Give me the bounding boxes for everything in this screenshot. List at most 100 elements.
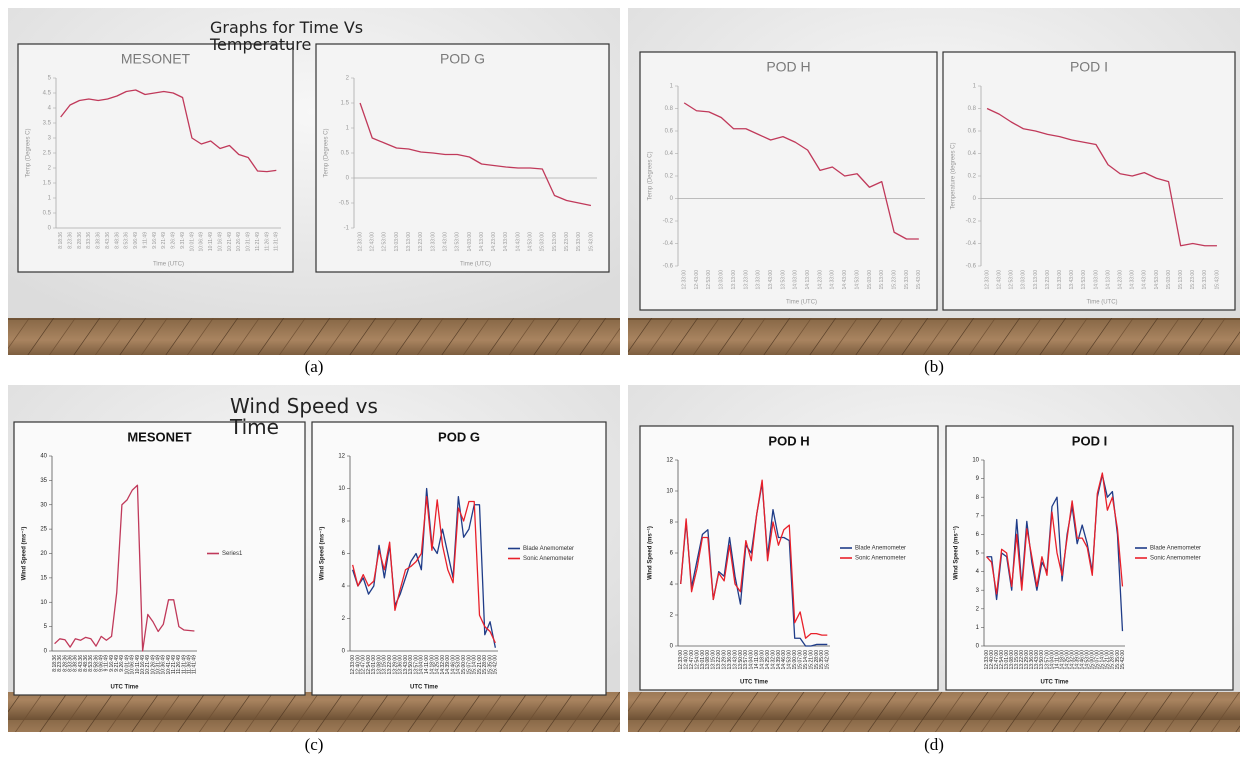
slide-floor: [8, 692, 620, 732]
chart: MESONET00.511.522.533.544.558:18:368:23:…: [18, 44, 293, 272]
chart-title: POD I: [1070, 59, 1108, 75]
x-tick-label: 11:31:49: [274, 232, 280, 251]
chart: POD H02468101212:33:0012:40:0012:47:0012…: [640, 426, 938, 690]
x-axis-label: UTC Time: [111, 685, 140, 691]
y-tick-label: 12: [666, 458, 673, 464]
x-tick-label: 14:03:00: [467, 232, 473, 252]
x-tick-label: 13:43:00: [1069, 270, 1075, 290]
y-tick-label: 40: [40, 454, 47, 460]
x-tick-label: 13:43:00: [442, 232, 448, 252]
x-tick-label: 14:13:00: [479, 232, 485, 252]
x-tick-label: 13:33:00: [430, 232, 436, 252]
x-tick-label: 14:33:00: [830, 270, 836, 290]
x-tick-label: 15:42:00: [825, 650, 831, 670]
x-axis-label: UTC Time: [740, 680, 769, 686]
y-axis-label: Temperature (degrees C): [951, 142, 957, 209]
y-tick-label: 0.2: [665, 174, 674, 180]
x-tick-label: 13:33:00: [756, 270, 762, 290]
y-axis-label: Wind Speed (ms⁻¹): [21, 527, 28, 581]
chart: POD G02468101212:33:0012:40:0012:47:0012…: [312, 422, 606, 695]
legend-label: Sonic Anemometer: [1150, 556, 1201, 562]
y-tick-label: -0.4: [663, 241, 674, 247]
x-tick-label: 13:43:00: [768, 270, 774, 290]
y-axis-label: Temp (Degrees C): [324, 128, 330, 177]
slide-title: Wind Speed vs Time: [230, 396, 400, 438]
x-tick-label: 12:43:00: [370, 232, 376, 252]
y-axis-label: Wind Speed (ms⁻¹): [319, 527, 326, 581]
chart-title: POD H: [768, 433, 809, 448]
y-tick-label: 0.5: [43, 211, 52, 217]
x-tick-label: 14:53:00: [1154, 270, 1160, 290]
x-tick-label: 15:03:00: [867, 270, 873, 290]
x-tick-label: 8:33:36: [86, 232, 92, 249]
x-tick-label: 12:53:00: [382, 232, 388, 252]
x-tick-label: 12:43:00: [694, 270, 700, 290]
x-tick-label: 14:43:00: [842, 270, 848, 290]
x-axis-label: UTC Time: [410, 685, 439, 691]
x-tick-label: 14:43:00: [1142, 270, 1148, 290]
x-tick-label: 14:53:00: [528, 232, 534, 252]
x-tick-label: 10:26:49: [236, 232, 242, 252]
y-tick-label: 0.5: [341, 151, 350, 157]
x-tick-label: 10:06:49: [199, 232, 205, 252]
x-tick-label: 8:38:36: [96, 232, 102, 249]
x-tick-label: 13:03:00: [719, 270, 725, 290]
x-tick-label: 15:23:00: [891, 270, 897, 290]
x-tick-label: 10:16:49: [217, 232, 223, 252]
y-tick-label: -0.2: [663, 219, 674, 225]
x-tick-label: 13:53:00: [1081, 270, 1087, 290]
chart-title: POD G: [438, 429, 480, 444]
x-tick-label: 14:43:00: [515, 232, 521, 252]
y-axis-label: Temp (Degrees C): [648, 151, 654, 200]
x-tick-label: 13:03:00: [1021, 270, 1027, 290]
x-tick-label: 8:23:36: [67, 232, 73, 249]
x-tick-label: 12:43:00: [996, 270, 1002, 290]
x-tick-label: 9:26:49: [171, 232, 177, 249]
x-tick-label: 9:06:49: [133, 232, 139, 249]
x-tick-label: 8:28:36: [77, 232, 83, 249]
legend-label: Series1: [222, 551, 243, 557]
x-tick-label: 12:53:00: [1009, 270, 1015, 290]
y-tick-label: 15: [40, 575, 47, 581]
slide-floor: [8, 318, 620, 355]
x-tick-label: 14:33:00: [503, 232, 509, 252]
x-axis-label: UTC Time: [1041, 680, 1070, 686]
x-tick-label: 14:03:00: [1093, 270, 1099, 290]
y-tick-label: -0.2: [966, 219, 977, 225]
y-tick-label: 2.5: [43, 151, 52, 157]
y-tick-label: 10: [338, 486, 345, 492]
x-tick-label: 13:23:00: [743, 270, 749, 290]
x-tick-label: 14:53:00: [854, 270, 860, 290]
x-tick-label: 15:03:00: [1166, 270, 1172, 290]
y-tick-label: 35: [40, 478, 47, 484]
chart: POD H-0.6-0.4-0.200.20.40.60.8112:33:001…: [640, 52, 937, 310]
chart-title: POD I: [1072, 433, 1107, 448]
x-tick-label: 13:53:00: [780, 270, 786, 290]
x-tick-label: 15:33:00: [904, 270, 910, 290]
x-tick-label: 10:11:49: [208, 232, 214, 251]
x-tick-label: 13:03:00: [394, 232, 400, 252]
caption: (b): [924, 357, 944, 376]
x-tick-label: 15:33:00: [576, 232, 582, 252]
x-tick-label: 10:01:49: [189, 232, 195, 252]
chart: POD G-1-0.500.511.5212:33:0012:43:0012:5…: [316, 44, 609, 272]
x-tick-label: 12:33:00: [357, 232, 363, 252]
slide-floor: [628, 318, 1240, 355]
x-tick-label: 8:18:36: [58, 232, 64, 249]
x-tick-label: 14:13:00: [1105, 270, 1111, 290]
y-tick-label: 1.5: [43, 181, 52, 187]
caption: (c): [305, 735, 324, 754]
y-tick-label: 0.4: [665, 151, 674, 157]
x-tick-label: 9:16:49: [152, 232, 158, 249]
chart-frame: [14, 422, 305, 695]
legend-label: Blade Anemometer: [1150, 546, 1201, 552]
slide-title: Graphs for Time Vs Temperature: [210, 20, 400, 54]
x-tick-label: 13:53:00: [455, 232, 461, 252]
y-tick-label: -0.6: [663, 264, 674, 270]
chart: MESONET05101520253035408:18:368:23:368:2…: [14, 422, 305, 695]
x-tick-label: 13:13:00: [1033, 270, 1039, 290]
y-tick-label: 0.6: [968, 129, 977, 135]
x-tick-label: 13:13:00: [731, 270, 737, 290]
y-tick-label: 3.5: [43, 121, 52, 127]
x-axis-label: Time (UTC): [153, 262, 184, 268]
